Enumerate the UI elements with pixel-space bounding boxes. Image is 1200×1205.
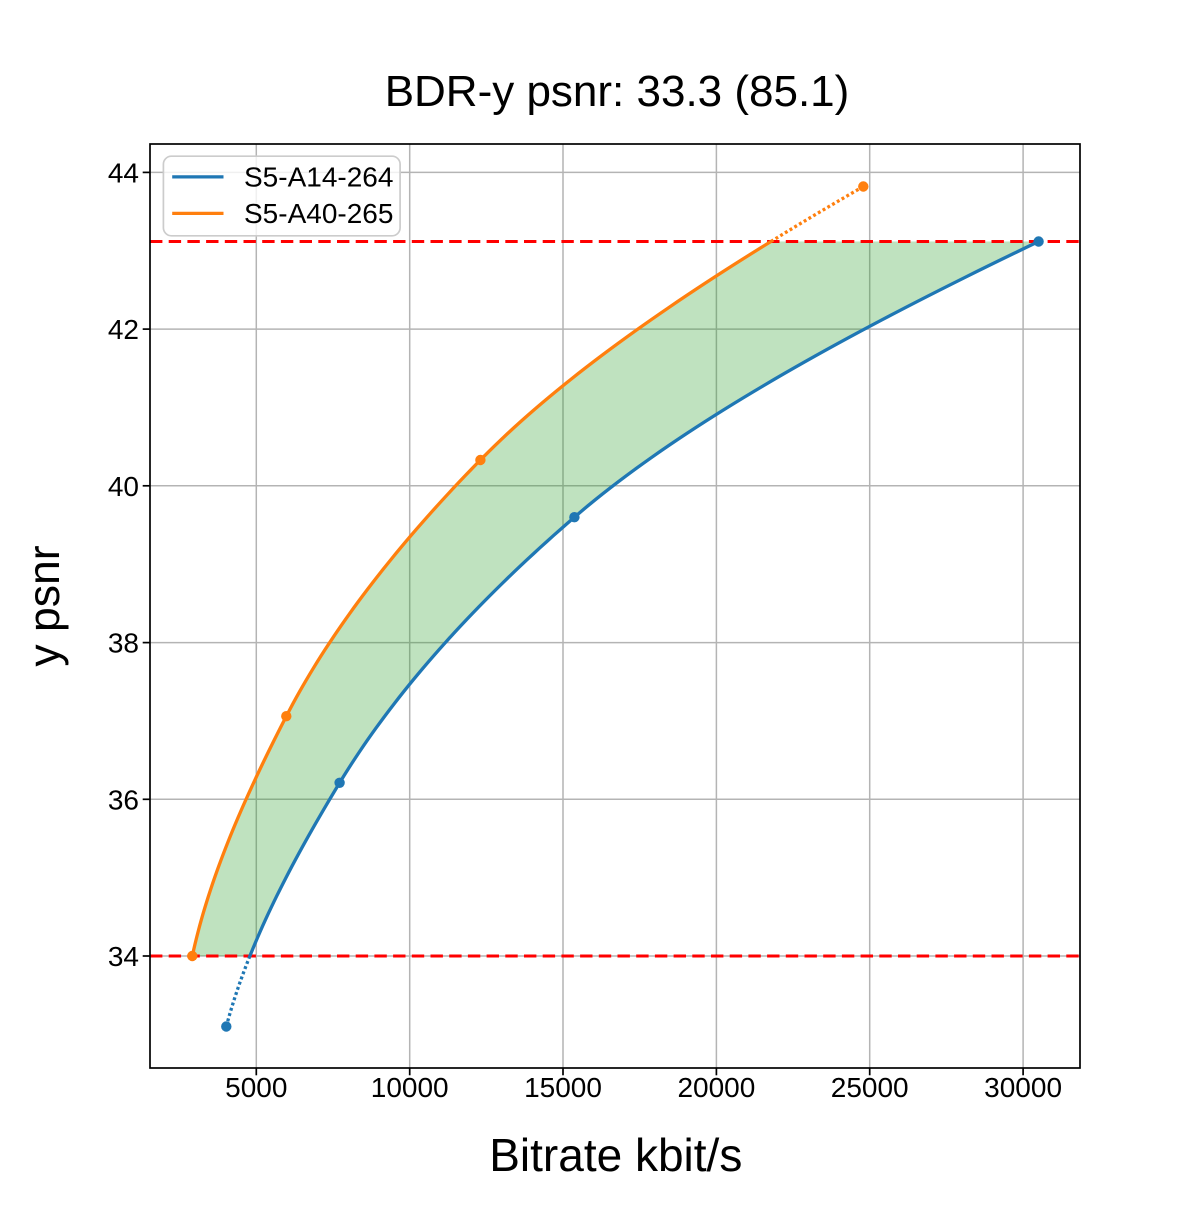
svg-text:5000: 5000 [225,1072,287,1103]
svg-text:36: 36 [108,784,139,815]
svg-text:S5-A14-264: S5-A14-264 [244,161,393,192]
svg-text:34: 34 [108,941,139,972]
svg-text:40: 40 [108,471,139,502]
svg-text:Bitrate kbit/s: Bitrate kbit/s [489,1129,742,1181]
svg-text:10000: 10000 [371,1072,449,1103]
svg-text:S5-A40-265: S5-A40-265 [244,198,393,229]
svg-text:BDR-y psnr: 33.3 (85.1): BDR-y psnr: 33.3 (85.1) [385,67,850,116]
svg-text:y psnr: y psnr [20,545,69,666]
svg-text:25000: 25000 [831,1072,909,1103]
svg-text:15000: 15000 [524,1072,602,1103]
svg-text:30000: 30000 [984,1072,1062,1103]
svg-text:20000: 20000 [677,1072,755,1103]
svg-text:44: 44 [108,157,139,188]
svg-text:38: 38 [108,628,139,659]
svg-text:42: 42 [108,314,139,345]
